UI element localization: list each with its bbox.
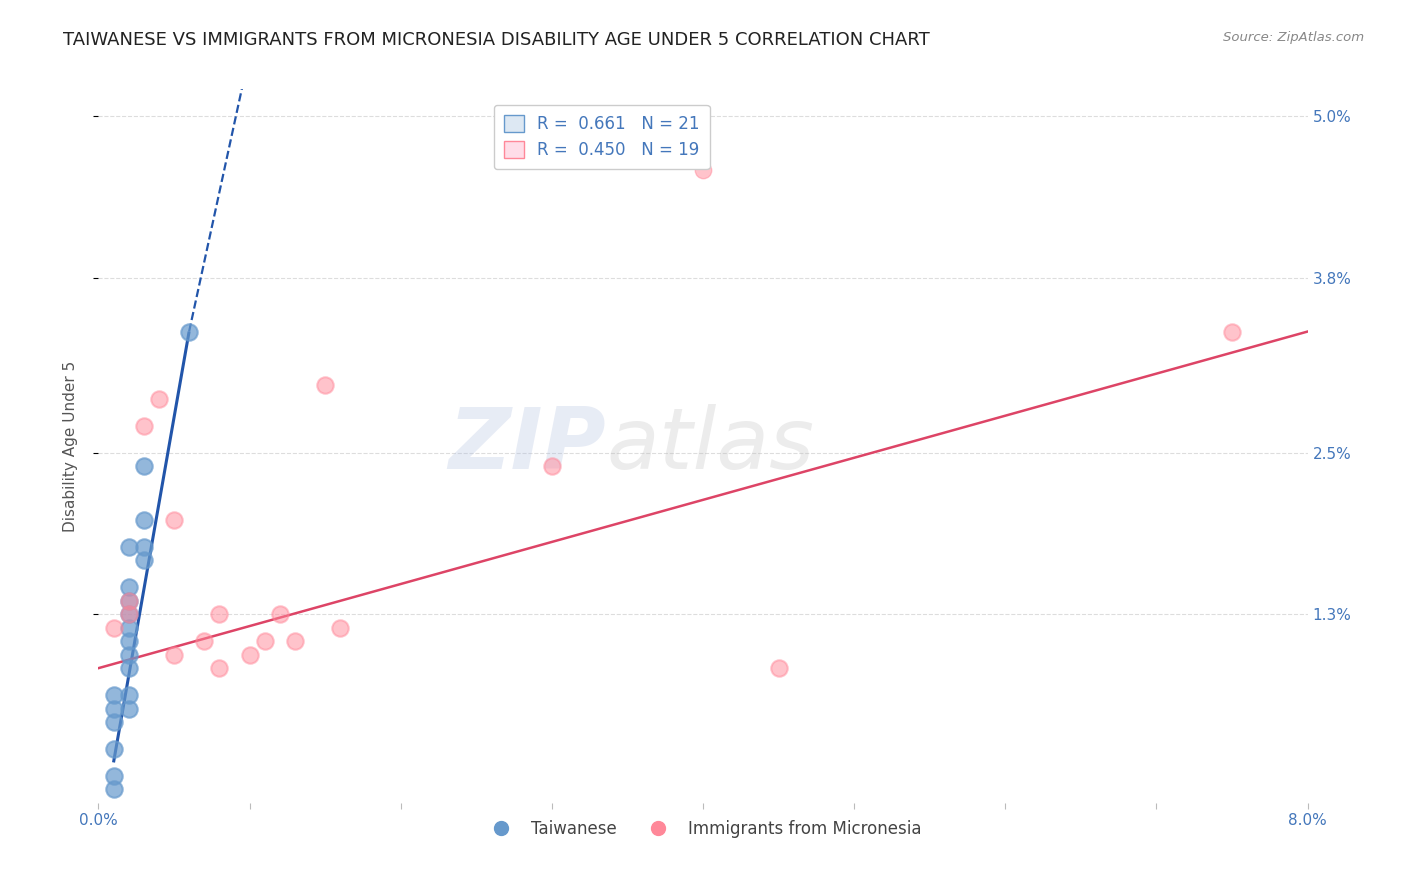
Point [103, 621, 125, 635]
Point [132, 418, 155, 433]
Point [118, 594, 141, 608]
Point [193, 634, 215, 648]
Point [118, 580, 141, 594]
Point [132, 459, 155, 474]
Point [179, 325, 201, 339]
Point [103, 701, 125, 715]
Point [103, 714, 125, 729]
Point [118, 607, 141, 622]
Point [269, 607, 291, 622]
Point [118, 607, 141, 622]
Point [103, 782, 125, 797]
Point [118, 621, 141, 635]
Text: ZIP: ZIP [449, 404, 606, 488]
Point [540, 459, 562, 474]
Point [163, 648, 186, 662]
Point [118, 594, 141, 608]
Point [1220, 325, 1243, 339]
Point [163, 513, 186, 527]
Text: atlas: atlas [606, 404, 814, 488]
Point [253, 634, 276, 648]
Legend: Taiwanese, Immigrants from Micronesia: Taiwanese, Immigrants from Micronesia [478, 814, 928, 845]
Point [208, 661, 231, 675]
Text: Source: ZipAtlas.com: Source: ZipAtlas.com [1223, 31, 1364, 45]
Point [132, 513, 155, 527]
Point [118, 701, 141, 715]
Point [103, 769, 125, 783]
Point [103, 688, 125, 702]
Text: TAIWANESE VS IMMIGRANTS FROM MICRONESIA DISABILITY AGE UNDER 5 CORRELATION CHART: TAIWANESE VS IMMIGRANTS FROM MICRONESIA … [63, 31, 929, 49]
Point [314, 378, 336, 392]
Point [118, 540, 141, 554]
Point [768, 661, 790, 675]
Point [132, 540, 155, 554]
Point [118, 688, 141, 702]
Point [103, 742, 125, 756]
Point [118, 648, 141, 662]
Point [208, 607, 231, 622]
Point [118, 661, 141, 675]
Point [329, 621, 352, 635]
Point [284, 634, 307, 648]
Point [132, 553, 155, 567]
Point [118, 634, 141, 648]
Point [239, 648, 262, 662]
Y-axis label: Disability Age Under 5: Disability Age Under 5 [63, 360, 77, 532]
Point [148, 392, 170, 406]
Point [692, 163, 714, 178]
